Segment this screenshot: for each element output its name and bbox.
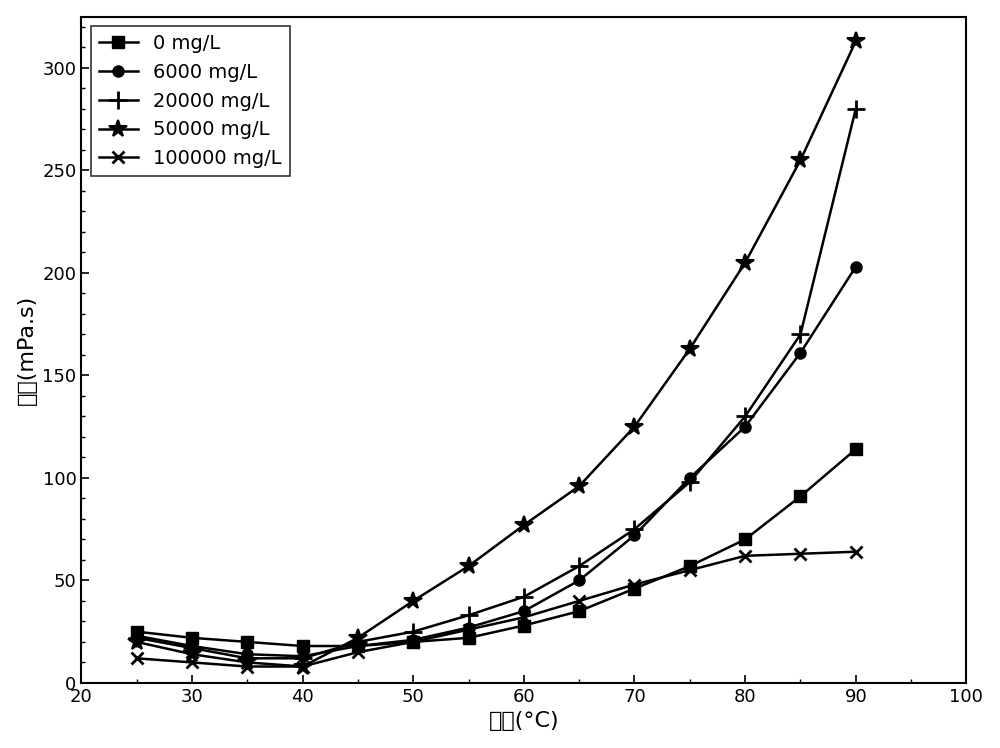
50000 mg/L	[739, 258, 751, 267]
6000 mg/L	[850, 263, 862, 272]
X-axis label: 温度(°C): 温度(°C)	[489, 711, 559, 732]
20000 mg/L	[131, 634, 143, 643]
20000 mg/L	[241, 654, 253, 663]
100000 mg/L	[518, 613, 530, 622]
20000 mg/L	[463, 611, 475, 620]
6000 mg/L	[518, 607, 530, 616]
Line: 6000 mg/L: 6000 mg/L	[131, 261, 861, 662]
0 mg/L	[739, 535, 751, 544]
Line: 20000 mg/L: 20000 mg/L	[128, 100, 865, 667]
20000 mg/L	[407, 627, 419, 636]
20000 mg/L	[794, 330, 806, 339]
Line: 100000 mg/L: 100000 mg/L	[131, 546, 861, 672]
20000 mg/L	[739, 412, 751, 421]
0 mg/L	[518, 621, 530, 630]
100000 mg/L	[628, 580, 640, 589]
6000 mg/L	[297, 652, 309, 660]
50000 mg/L	[684, 344, 696, 353]
100000 mg/L	[739, 551, 751, 560]
50000 mg/L	[241, 658, 253, 667]
6000 mg/L	[573, 576, 585, 585]
20000 mg/L	[573, 562, 585, 571]
0 mg/L	[352, 642, 364, 651]
0 mg/L	[297, 642, 309, 651]
Legend: 0 mg/L, 6000 mg/L, 20000 mg/L, 50000 mg/L, 100000 mg/L: 0 mg/L, 6000 mg/L, 20000 mg/L, 50000 mg/…	[91, 26, 290, 176]
20000 mg/L	[297, 654, 309, 663]
50000 mg/L	[131, 637, 143, 646]
50000 mg/L	[186, 650, 198, 659]
50000 mg/L	[297, 662, 309, 671]
100000 mg/L	[297, 662, 309, 671]
6000 mg/L	[463, 623, 475, 632]
0 mg/L	[186, 634, 198, 643]
100000 mg/L	[241, 662, 253, 671]
50000 mg/L	[794, 156, 806, 165]
6000 mg/L	[684, 473, 696, 482]
0 mg/L	[131, 627, 143, 636]
20000 mg/L	[628, 524, 640, 533]
20000 mg/L	[186, 643, 198, 652]
50000 mg/L	[628, 422, 640, 431]
100000 mg/L	[352, 648, 364, 657]
50000 mg/L	[518, 521, 530, 530]
100000 mg/L	[794, 549, 806, 558]
6000 mg/L	[131, 631, 143, 640]
0 mg/L	[628, 584, 640, 593]
20000 mg/L	[352, 637, 364, 646]
0 mg/L	[407, 637, 419, 646]
100000 mg/L	[131, 654, 143, 663]
6000 mg/L	[794, 349, 806, 358]
50000 mg/L	[352, 634, 364, 643]
100000 mg/L	[186, 658, 198, 667]
6000 mg/L	[628, 531, 640, 540]
0 mg/L	[241, 637, 253, 646]
6000 mg/L	[352, 642, 364, 651]
20000 mg/L	[850, 105, 862, 114]
Y-axis label: 粘度(mPa.s): 粘度(mPa.s)	[17, 295, 37, 405]
Line: 50000 mg/L: 50000 mg/L	[128, 32, 865, 675]
20000 mg/L	[684, 477, 696, 486]
100000 mg/L	[684, 565, 696, 574]
100000 mg/L	[407, 637, 419, 646]
20000 mg/L	[518, 592, 530, 601]
0 mg/L	[684, 562, 696, 571]
0 mg/L	[850, 445, 862, 454]
Line: 0 mg/L: 0 mg/L	[131, 444, 861, 652]
0 mg/L	[463, 634, 475, 643]
100000 mg/L	[850, 548, 862, 557]
50000 mg/L	[573, 482, 585, 491]
0 mg/L	[573, 607, 585, 616]
0 mg/L	[794, 492, 806, 501]
100000 mg/L	[573, 596, 585, 605]
100000 mg/L	[463, 625, 475, 634]
6000 mg/L	[739, 422, 751, 431]
6000 mg/L	[241, 650, 253, 659]
50000 mg/L	[407, 596, 419, 605]
6000 mg/L	[186, 642, 198, 651]
6000 mg/L	[407, 635, 419, 644]
50000 mg/L	[850, 37, 862, 46]
50000 mg/L	[463, 562, 475, 571]
